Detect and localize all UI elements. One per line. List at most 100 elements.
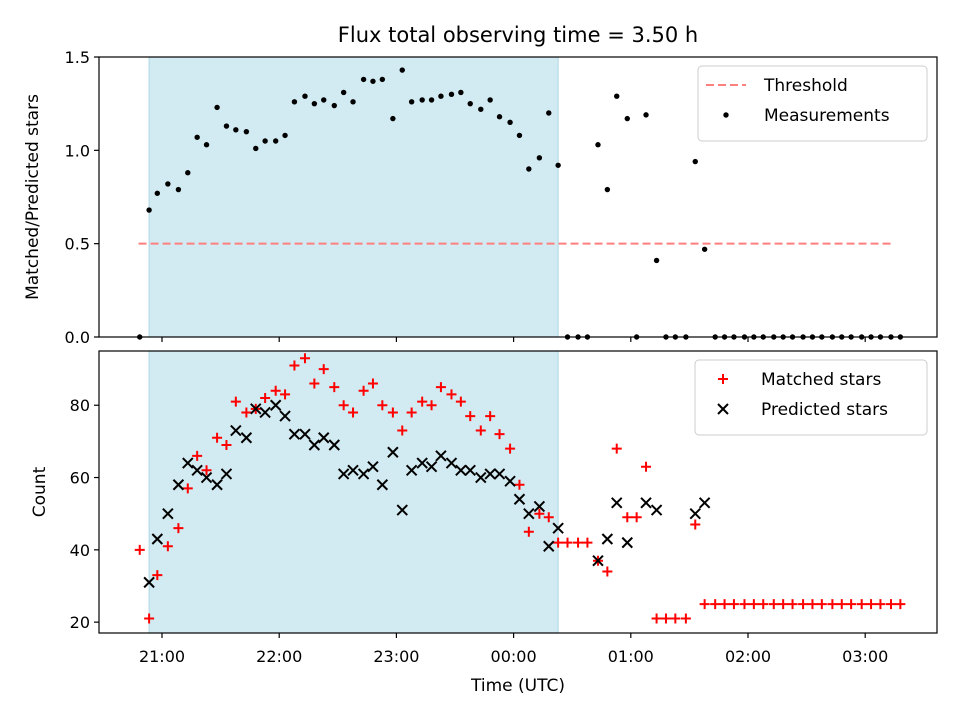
matched-point — [377, 400, 388, 411]
x-tick-label: 21:00 — [139, 647, 185, 666]
matched-point — [485, 411, 496, 422]
matched-point — [446, 389, 457, 400]
matched-point — [329, 382, 340, 393]
x-tick-label: 22:00 — [256, 647, 302, 666]
predicted-point — [455, 464, 467, 477]
measurement-point — [438, 93, 444, 99]
y-tick-label: 20 — [70, 613, 90, 632]
measurement-point — [214, 104, 220, 111]
axes-frame — [98, 350, 938, 634]
ratio-panel: 0.0 0.5 1.0 1.5 Matched/Predicted stars Thres… — [23, 48, 938, 347]
predicted-point — [172, 479, 185, 491]
matched-point — [798, 599, 809, 610]
measurement-point — [253, 145, 259, 152]
measurement-point — [331, 102, 337, 109]
matched-point — [270, 385, 281, 396]
measurement-point — [701, 246, 708, 252]
predicted-point — [220, 468, 233, 480]
matched-point — [144, 613, 155, 624]
predicted-point — [269, 399, 282, 411]
predicted-point — [288, 428, 301, 440]
predicted-point — [698, 497, 711, 509]
predicted-point — [533, 500, 546, 513]
predicted-point — [504, 475, 516, 487]
count-panel: 20 40 60 80 Count Matched stars Predicted star… — [30, 350, 938, 638]
matched-point — [280, 389, 291, 400]
x-tick-label: 23:00 — [373, 647, 419, 666]
matched-point — [426, 400, 437, 411]
matched-point — [787, 599, 798, 610]
predicted-point — [259, 406, 271, 419]
legend-box — [697, 65, 928, 142]
predicted-point — [640, 497, 652, 509]
legend-label: Measurements — [764, 106, 890, 126]
x-tick-labels: 21:00 22:00 23:00 00:00 01:00 02:00 03:00 — [139, 647, 888, 666]
predicted-point — [405, 464, 418, 477]
measurement-point — [302, 93, 308, 99]
chart-title: Flux total observing time = 3.50 h — [338, 23, 698, 47]
measurement-point — [223, 123, 230, 129]
matched-point — [201, 465, 212, 476]
x-tick-label: 00:00 — [491, 647, 537, 666]
matched-point — [173, 523, 184, 534]
matched-point — [739, 599, 750, 610]
legend-box — [694, 359, 928, 436]
matched-point — [690, 519, 701, 530]
matched-point — [475, 425, 486, 436]
matched-point — [182, 483, 193, 494]
x-tick-label: 03:00 — [842, 647, 888, 666]
predicted-point — [250, 403, 262, 415]
measurement-point — [643, 112, 649, 118]
y-axis-label: Matched/Predicted stars — [23, 94, 43, 300]
predicted-point — [200, 471, 213, 484]
matched-point — [455, 396, 466, 407]
measurement-point — [478, 106, 484, 112]
matched-point — [885, 599, 896, 610]
x-axis-label: Time (UTC) — [470, 676, 565, 696]
matched-point — [680, 613, 691, 624]
measurement-point — [595, 142, 601, 148]
matched-point — [435, 382, 446, 393]
predicted-point — [191, 464, 203, 477]
measurement-point — [154, 190, 161, 196]
measurement-point — [399, 67, 405, 73]
measurement-point — [467, 100, 473, 107]
measurement-point — [692, 158, 698, 165]
matched-point — [622, 512, 633, 523]
matched-point — [895, 599, 906, 610]
matched-point — [534, 508, 545, 519]
predicted-point — [387, 446, 399, 458]
measurement-point — [614, 93, 620, 99]
matched-point — [241, 407, 252, 418]
predicted-point — [318, 432, 330, 444]
measurement-point — [487, 97, 493, 103]
measurement-point — [536, 155, 543, 161]
measurement-point — [419, 97, 425, 103]
matched-point — [212, 432, 223, 443]
y-tick-label: 0.5 — [65, 235, 90, 254]
measurement-point — [272, 138, 279, 144]
predicted-point — [543, 540, 555, 552]
predicted-point — [230, 424, 242, 437]
y-tick-label: 80 — [70, 396, 90, 415]
measurement-point — [458, 89, 464, 96]
matched-point — [875, 599, 886, 610]
matched-point — [748, 599, 759, 610]
matched-point — [338, 400, 349, 411]
matched-point — [543, 512, 554, 523]
matched-point — [387, 407, 398, 418]
matched-point — [602, 566, 613, 577]
matched-point — [651, 613, 662, 624]
legend: Threshold Measurements — [697, 65, 928, 142]
measurement-point — [408, 99, 415, 105]
predicted-point — [337, 468, 350, 480]
measurement-point — [243, 128, 250, 135]
predicted-point — [143, 576, 155, 589]
legend-measurement-handle — [723, 112, 729, 118]
predicted-point — [162, 507, 174, 520]
legend-label: Matched stars — [761, 370, 881, 390]
matched-point — [856, 599, 867, 610]
predicted-point — [299, 428, 311, 440]
matched-point — [134, 544, 145, 555]
